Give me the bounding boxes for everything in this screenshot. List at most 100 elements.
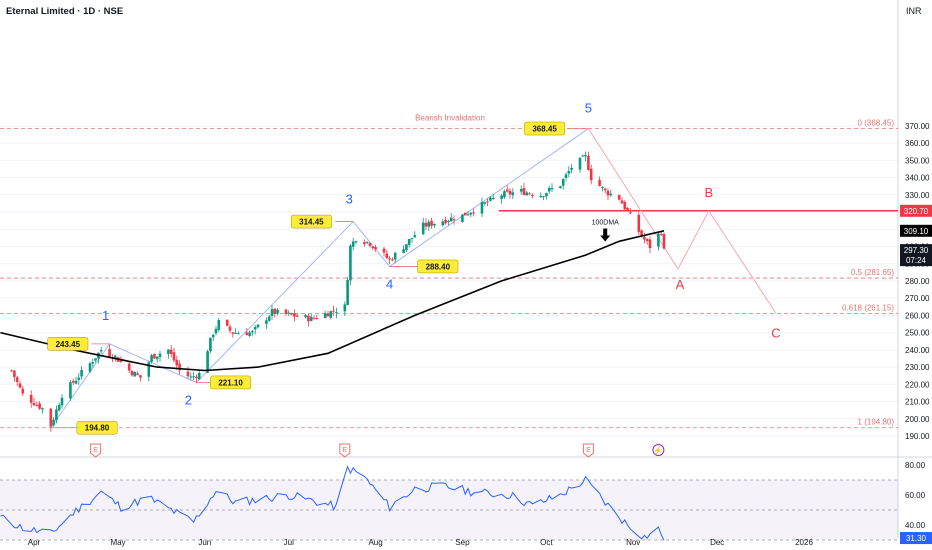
candle-body: [547, 188, 551, 192]
candle-body: [480, 202, 484, 214]
wave-lines: [50, 128, 777, 429]
candle-body: [449, 217, 453, 222]
candle-body: [601, 186, 604, 188]
candle-body: [18, 383, 22, 388]
x-tick-label: Dec: [710, 538, 724, 547]
fib-levels: 0 (368.45) 0.5 (281.65) 0.618 (261.15) 1 (1…: [0, 114, 898, 429]
candle-body: [346, 279, 349, 306]
candle-body: [609, 193, 613, 196]
time-axis: Apr May Jun Jul Aug Sep Oct Nov Dec 2026: [28, 538, 814, 547]
candle-body: [150, 355, 153, 362]
rsi-band: [0, 480, 898, 540]
candle-body: [295, 315, 299, 317]
candle-body: [267, 316, 271, 321]
candle-body: [315, 318, 319, 320]
candle-body: [371, 246, 375, 249]
y-tick-label: 370.00: [905, 122, 930, 131]
rsi-value-label: 31.30: [906, 534, 927, 543]
candle-body: [444, 219, 447, 224]
y-tick-label: 240.00: [905, 346, 930, 355]
corrective-wave-line: [587, 128, 777, 314]
candle-body: [620, 200, 624, 204]
candle-body: [80, 369, 83, 377]
price-label: 288.40: [426, 262, 451, 271]
rsi-value-tag: [900, 532, 932, 545]
candle-body: [217, 320, 221, 330]
candle-body: [461, 214, 464, 222]
earnings-event-icon[interactable]: [582, 443, 594, 458]
candle-body: [489, 197, 492, 201]
candle-body: [413, 235, 417, 238]
candle-body: [452, 219, 456, 221]
wave-count-label: 5: [585, 101, 592, 116]
candle-body: [38, 403, 41, 409]
fib-label: 0.618 (261.15): [842, 303, 894, 312]
candle-body: [71, 381, 75, 383]
last-price-tag: [900, 244, 932, 267]
x-tick-label: 2026: [795, 538, 813, 547]
candle-body: [637, 214, 641, 232]
ma-price-tag: [900, 224, 932, 237]
candle-body: [69, 382, 72, 399]
candle-body: [55, 409, 58, 421]
wave-count-label: 2: [185, 392, 192, 407]
candle-body: [251, 331, 254, 333]
event-markers[interactable]: E E E ⚡: [90, 443, 665, 458]
earnings-event-icon[interactable]: [339, 443, 351, 458]
candle-body: [463, 212, 467, 216]
event-label: ⚡: [653, 445, 663, 455]
y-tick-label: 190.00: [905, 432, 930, 441]
candle-body: [41, 408, 44, 410]
candle-body: [483, 202, 487, 204]
dividend-event-icon[interactable]: [652, 444, 665, 456]
x-tick-label: Nov: [626, 538, 640, 547]
candle-body: [508, 190, 512, 195]
bearish-invalidation-label: Bearish Invalidation: [415, 114, 485, 123]
candle-body: [643, 236, 646, 240]
candle-body: [354, 241, 358, 243]
x-tick-label: Oct: [540, 538, 553, 547]
event-label: E: [342, 447, 347, 454]
candle-body: [197, 372, 201, 380]
y-tick-label: 200.00: [905, 415, 930, 424]
y-tick-label: 250.00: [905, 329, 930, 338]
candle-body: [108, 349, 111, 357]
candle-body: [407, 239, 411, 245]
candle-body: [234, 332, 237, 334]
candle-body: [237, 333, 240, 335]
candle-body: [388, 258, 391, 260]
candle-body: [567, 170, 571, 174]
y-tick-label: 350.00: [905, 156, 930, 165]
y-tick-label: 260.00: [905, 311, 930, 320]
candle-body: [332, 310, 335, 312]
candle-body: [587, 155, 590, 170]
candle-body: [410, 238, 414, 240]
candle-body: [391, 259, 394, 261]
candle-body: [648, 239, 652, 249]
candle-body: [312, 317, 316, 319]
price-axis: 190.00 200.00 210.00 220.00 230.00 240.00 250.…: [900, 122, 932, 545]
y-tick-label: 360.00: [905, 139, 930, 148]
candle-body: [153, 353, 156, 359]
candle-body: [195, 376, 198, 379]
price-label: 243.45: [56, 340, 81, 349]
candle-body: [578, 157, 582, 170]
candle-body: [486, 201, 489, 203]
candle-body: [307, 315, 310, 322]
candle-body: [365, 241, 369, 243]
ma-price-tag-label: 309.10: [904, 227, 929, 236]
candle-body: [424, 222, 428, 227]
price-label-box: [524, 121, 566, 136]
candle-body: [228, 326, 232, 331]
candle-body: [52, 419, 55, 426]
candle-body: [209, 337, 212, 352]
candle-body: [570, 167, 573, 170]
earnings-event-icon[interactable]: [90, 443, 102, 458]
candle-body: [57, 404, 61, 411]
candle-body: [472, 212, 475, 214]
candle-body: [15, 377, 19, 382]
candle-body: [91, 362, 95, 364]
candle-body: [113, 355, 117, 358]
candle-body: [77, 377, 81, 380]
